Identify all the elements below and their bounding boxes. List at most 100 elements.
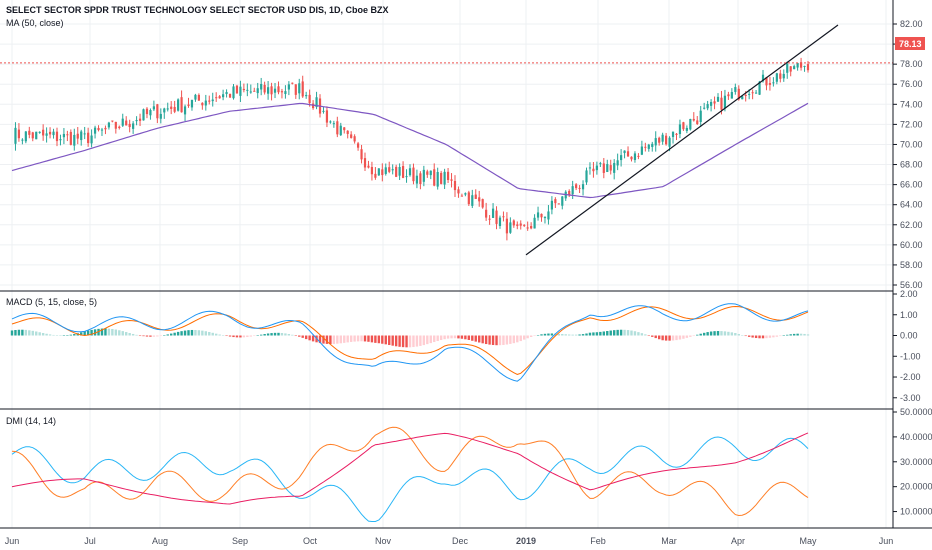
candle-down xyxy=(173,106,176,112)
macd-histogram-bar xyxy=(41,333,45,336)
candle-down xyxy=(336,121,339,135)
candle-down xyxy=(28,130,31,135)
macd-histogram-bar xyxy=(66,335,69,336)
macd-histogram-bar xyxy=(637,332,640,336)
dmi-scale[interactable]: 50.0000 40.0000 30.0000 20.0000 10.0000 xyxy=(893,407,932,517)
macd-histogram-bar xyxy=(481,335,484,344)
macd-histogram-bar xyxy=(318,335,322,344)
candle-up xyxy=(640,146,643,155)
macd-histogram-bar xyxy=(353,335,356,342)
macd-histogram-bar xyxy=(266,333,270,336)
candle-down xyxy=(31,132,34,139)
candle-up xyxy=(132,123,135,129)
candle-up xyxy=(647,144,650,149)
candle-down xyxy=(363,158,367,168)
x-tick-label: Feb xyxy=(590,536,606,546)
candle-up xyxy=(796,63,799,68)
macd-histogram-bar xyxy=(242,335,246,338)
macd-histogram-bar xyxy=(52,334,55,336)
candle-up xyxy=(633,153,637,160)
macd-histogram-bar xyxy=(550,333,554,336)
macd-histogram-bar xyxy=(21,329,24,336)
candle-up xyxy=(273,88,277,93)
candle-down xyxy=(87,132,90,144)
macd-histogram-bar xyxy=(349,335,353,342)
macd-histogram-bar xyxy=(391,335,394,346)
macd-histogram-bar xyxy=(581,334,585,336)
candle-down xyxy=(481,199,484,208)
macd-histogram-bar xyxy=(516,335,519,343)
candle-down xyxy=(97,127,100,131)
candle-up xyxy=(533,217,536,229)
macd-histogram-bar xyxy=(716,331,720,336)
candle-down xyxy=(301,81,304,97)
candle-up xyxy=(509,222,512,233)
macd-histogram-bar xyxy=(509,335,512,344)
macd-histogram-bar xyxy=(491,335,495,346)
candle-up xyxy=(24,131,27,142)
candle-down xyxy=(228,93,232,98)
y-tick-label: 0.00 xyxy=(900,331,918,341)
macd-scale[interactable]: 2.00 1.00 0.00 -1.00 -2.00 -3.00 xyxy=(893,289,921,403)
candle-up xyxy=(405,176,408,178)
macd-histogram-bar xyxy=(772,335,775,338)
y-tick-label: 30.0000 xyxy=(900,457,932,467)
last-price-value: 78.13 xyxy=(899,39,922,49)
macd-histogram-bar xyxy=(702,332,706,336)
candle-down xyxy=(727,94,730,97)
macd-histogram-bar xyxy=(17,329,21,336)
candle-down xyxy=(578,187,581,189)
macd-histogram-bar xyxy=(204,331,208,336)
candle-up xyxy=(471,195,474,206)
candle-up xyxy=(699,110,702,122)
macd-histogram-bar xyxy=(197,330,201,336)
y-tick-label: -1.00 xyxy=(900,351,921,361)
macd-histogram-bar xyxy=(661,335,664,341)
candle-up xyxy=(703,107,706,109)
macd-histogram-bar xyxy=(782,335,785,336)
candle-down xyxy=(765,77,768,86)
macd-histogram-bar xyxy=(744,335,747,337)
candle-up xyxy=(782,73,785,79)
candle-down xyxy=(235,85,239,94)
candle-down xyxy=(523,224,526,226)
macd-histogram-bar xyxy=(786,334,789,336)
candle-up xyxy=(284,91,287,95)
candle-down xyxy=(412,167,415,182)
candle-up xyxy=(177,99,180,111)
candle-down xyxy=(370,166,374,175)
y-tick-label: -3.00 xyxy=(900,393,921,403)
candle-up xyxy=(121,118,124,126)
candle-down xyxy=(48,131,52,135)
candle-up xyxy=(211,99,214,102)
macd-histogram-bar xyxy=(429,335,432,344)
macd-histogram-bar xyxy=(398,335,401,347)
macd-histogram-bar xyxy=(183,330,187,336)
candle-down xyxy=(360,149,363,160)
macd-histogram-bar xyxy=(45,333,48,336)
candle-up xyxy=(45,133,48,136)
candle-up xyxy=(620,155,623,161)
candle-up xyxy=(159,113,162,119)
macd-histogram-bar xyxy=(246,335,249,338)
candle-up xyxy=(166,108,169,110)
candle-up xyxy=(595,165,598,171)
time-scale[interactable]: Jun Jul Aug Sep Oct Nov Dec 2019 Feb Mar Apr May Jun xyxy=(5,536,894,546)
candle-down xyxy=(658,137,661,143)
macd-histogram-bar xyxy=(173,332,176,336)
candle-up xyxy=(623,150,626,154)
macd-histogram-bar xyxy=(612,330,616,336)
candle-down xyxy=(692,118,695,121)
macd-histogram-bar xyxy=(225,335,228,337)
candle-down xyxy=(737,88,740,100)
candle-up xyxy=(706,104,709,109)
macd-histogram-bar xyxy=(415,335,419,347)
dmi-adx-line xyxy=(11,432,809,505)
macd-histogram-bar xyxy=(325,335,329,344)
macd-histogram-bar xyxy=(287,334,291,336)
macd-histogram-bar xyxy=(630,330,633,336)
macd-histogram-bar xyxy=(97,328,100,336)
candle-down xyxy=(325,110,329,123)
candle-down xyxy=(630,156,633,160)
candle-down xyxy=(626,151,630,157)
